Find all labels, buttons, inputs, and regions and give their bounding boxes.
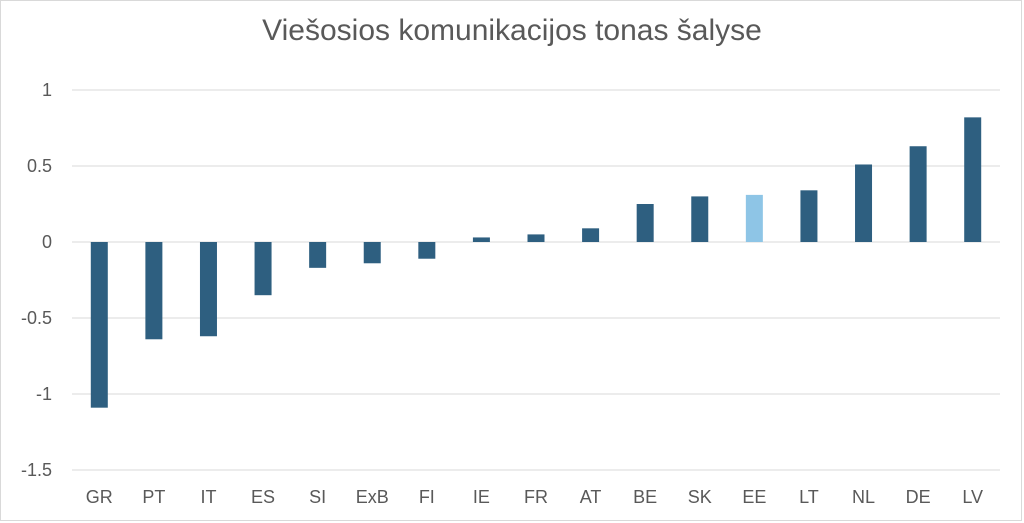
bar-at: [582, 228, 600, 242]
bar-es: [254, 242, 272, 296]
x-tick-label: SK: [688, 487, 712, 507]
bar-sk: [691, 196, 709, 242]
bar-exb: [363, 242, 381, 264]
bar-ie: [472, 237, 490, 242]
x-tick-label: FI: [419, 487, 435, 507]
bar-lv: [964, 117, 982, 242]
y-tick-label: -1: [36, 384, 52, 404]
y-tick-label: -1.5: [21, 460, 52, 480]
bar-pt: [145, 242, 163, 340]
bar-lt: [800, 190, 818, 242]
x-tick-label: FR: [524, 487, 548, 507]
x-tick-label: GR: [86, 487, 113, 507]
x-tick-label: ES: [251, 487, 275, 507]
y-tick-label: 0.5: [27, 156, 52, 176]
x-tick-label: ExB: [356, 487, 389, 507]
y-tick-label: 1: [42, 80, 52, 100]
x-tick-label: AT: [580, 487, 602, 507]
bar-nl: [855, 164, 873, 242]
bar-de: [909, 146, 927, 242]
bar-be: [636, 204, 654, 242]
x-tick-label: LT: [799, 487, 819, 507]
bar-ee: [745, 194, 763, 242]
x-tick-label: PT: [142, 487, 165, 507]
y-tick-label: 0: [42, 232, 52, 252]
chart-title: Viešosios komunikacijos tonas šalyse: [262, 14, 762, 47]
bar-si: [309, 242, 327, 268]
bar-fr: [527, 234, 545, 242]
x-tick-label: SI: [309, 487, 326, 507]
x-axis-labels: GR PT IT ES SI ExB FI IE FR AT BE SK EE LT NL DE LV: [86, 487, 983, 507]
bar-gr: [90, 242, 108, 408]
x-tick-label: NL: [852, 487, 875, 507]
x-tick-label: IT: [200, 487, 216, 507]
bar-it: [199, 242, 217, 337]
y-tick-label: -0.5: [21, 308, 52, 328]
x-tick-label: DE: [906, 487, 931, 507]
y-axis-ticks: 1 0.5 0 -0.5 -1 -1.5: [21, 80, 52, 480]
x-tick-label: LV: [962, 487, 983, 507]
x-tick-label: BE: [633, 487, 657, 507]
x-tick-label: EE: [742, 487, 766, 507]
bar-fi: [418, 242, 436, 259]
bars: [90, 117, 982, 408]
x-tick-label: IE: [473, 487, 490, 507]
